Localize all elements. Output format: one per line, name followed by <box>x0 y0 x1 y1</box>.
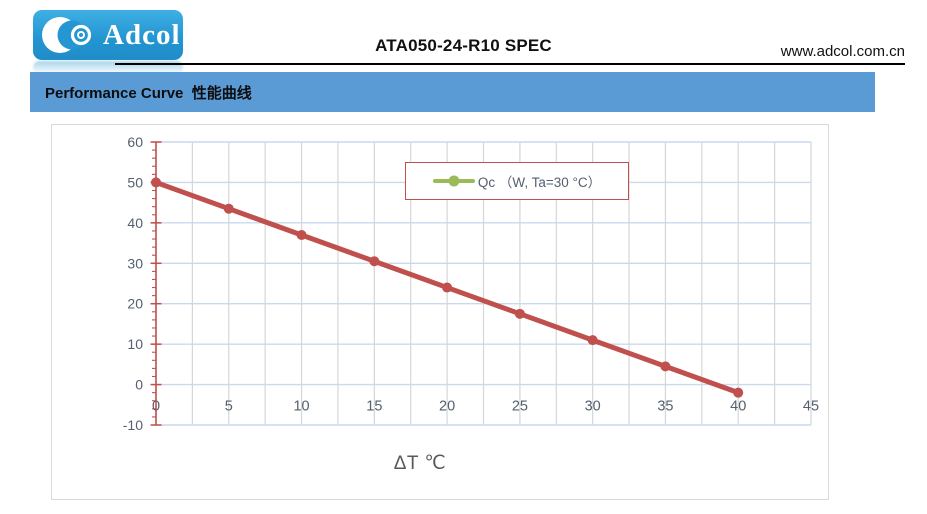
x-tick-labels: 0 5 10 15 20 25 30 35 40 45 <box>152 399 819 415</box>
svg-text:25: 25 <box>512 399 528 415</box>
header-divider <box>115 63 905 65</box>
svg-text:15: 15 <box>366 399 382 415</box>
website-link[interactable]: www.adcol.com.cn <box>780 43 905 60</box>
y-axis <box>150 141 162 426</box>
svg-text:10: 10 <box>293 399 309 415</box>
logo-crescent-icon <box>42 17 92 53</box>
svg-text:45: 45 <box>803 399 819 415</box>
document-title: ATA050-24-R10 SPEC <box>375 36 552 55</box>
svg-text:30: 30 <box>127 255 143 271</box>
x-axis-title: ΔT ℃ <box>393 453 447 474</box>
logo-wordmark: Adcol <box>103 18 181 51</box>
y-tick-labels: -10 0 10 20 30 40 50 60 <box>123 134 143 433</box>
svg-text:20: 20 <box>127 296 143 312</box>
svg-text:40: 40 <box>730 399 746 415</box>
performance-chart-container: -10 0 10 20 30 40 50 60 0 5 10 15 20 25 30 35 40 45 Qc （W… <box>51 124 829 500</box>
svg-text:0: 0 <box>152 399 160 415</box>
chart-legend: Qc （W, Ta=30 °C） <box>405 162 629 200</box>
section-heading: Performance Curve 性能曲线 <box>45 84 252 102</box>
svg-text:50: 50 <box>127 174 143 190</box>
svg-text:40: 40 <box>127 215 143 231</box>
legend-line-marker-icon <box>432 179 475 183</box>
svg-text:20: 20 <box>439 399 455 415</box>
svg-text:0: 0 <box>135 377 143 393</box>
series-qc <box>151 177 744 398</box>
svg-text:10: 10 <box>127 336 143 352</box>
legend-series-label: Qc （W, Ta=30 °C） <box>477 175 602 190</box>
svg-text:30: 30 <box>585 399 601 415</box>
svg-text:-10: -10 <box>123 417 143 433</box>
section-banner: Performance Curve 性能曲线 <box>30 72 875 112</box>
svg-text:35: 35 <box>657 399 673 415</box>
adcol-logo: Adcol <box>33 10 183 60</box>
svg-text:5: 5 <box>225 399 233 415</box>
svg-text:60: 60 <box>127 134 143 150</box>
